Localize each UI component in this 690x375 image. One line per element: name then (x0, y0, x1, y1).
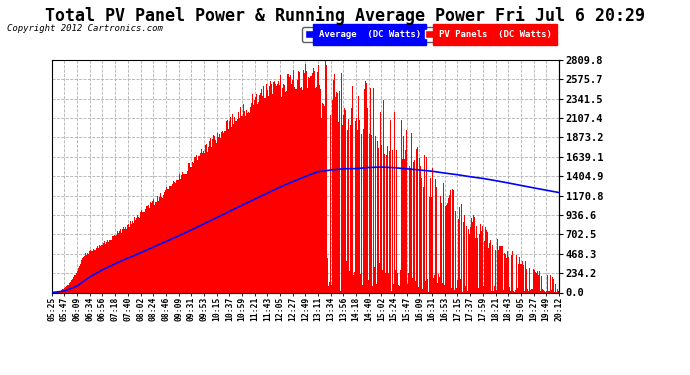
Legend: Average  (DC Watts), PV Panels  (DC Watts): Average (DC Watts), PV Panels (DC Watts) (302, 27, 554, 42)
Text: Copyright 2012 Cartronics.com: Copyright 2012 Cartronics.com (7, 24, 163, 33)
Text: Total PV Panel Power & Running Average Power Fri Jul 6 20:29: Total PV Panel Power & Running Average P… (45, 6, 645, 25)
